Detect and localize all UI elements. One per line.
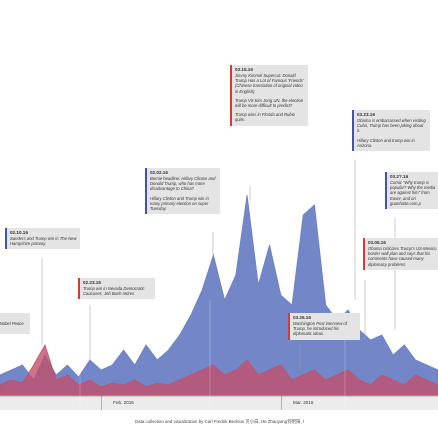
area	[0, 194, 438, 396]
annotation-text: Bernie headline: Hillary Clinton and Don…	[150, 176, 216, 192]
annotation-date: 03.23.16	[357, 112, 375, 117]
annotation-text: Trump win in Nevada Democratic Caucuses,…	[83, 286, 145, 297]
annotation: 03.23.16 Obama is embarrassed when visiti…	[352, 110, 430, 152]
annotation-text: Obama criticizes Trump's US-Mexico borde…	[368, 246, 437, 267]
annotation: 02.02.16 Bernie headline: Hillary Clinton…	[145, 168, 220, 215]
annotation-text: Trump wins in Florida and Rubio quits.	[235, 112, 295, 123]
annotation-text: Hillary Clinton and Trump win in many pr…	[150, 195, 209, 212]
x-tick-label: Mar. 2016	[293, 400, 314, 405]
annotation-text: Sanders and Trump win in The New Hampshi…	[10, 236, 77, 247]
annotation: 02.10.16 Sanders and Trump win in The New…	[5, 228, 80, 250]
annotation: nominatedTrump nominated for Nobel Peace…	[0, 313, 30, 335]
annotation-text: Comic "Why trump is popular? Why the med…	[390, 180, 436, 206]
x-tick-label: Feb. 2016	[113, 400, 134, 405]
annotation-date: nominated	[0, 315, 27, 320]
annotation-text: Jimmy Kimmel Supercut: Donald Trump Has …	[235, 73, 304, 94]
annotation-text: Hillary Clinton and trump win in Arizona…	[357, 137, 415, 148]
footer: Data collection and visualization by Car…	[135, 419, 304, 424]
annotation-date: 03.2?.16	[390, 174, 409, 179]
annotation-date: 02.02.16	[150, 170, 168, 175]
annotation-text: Trump VS Kim Jong UN, the election will …	[235, 97, 304, 109]
annotation-date: 03.26.16	[293, 315, 311, 320]
annotation: 03.15.16 Jimmy Kimmel Supercut: Donald Tr…	[230, 65, 308, 126]
annotation-date: 03.06.16	[368, 240, 386, 245]
annotation: 02.23.16 Trump win in Nevada Democratic C…	[78, 278, 155, 300]
annotation-text: Washington Post interview of Trump, he i…	[293, 321, 347, 337]
annotation: 03.06.16 Obama criticizes Trump's US-Mexi…	[363, 238, 438, 270]
annotation: 03.2?.16 Comic "Why trump is popular? Why…	[385, 172, 438, 210]
area	[0, 344, 438, 396]
annotation-text: Obama is embarrassed when visiting Cuba,…	[357, 118, 426, 134]
annotation-date: 02.23.16	[83, 280, 101, 285]
annotation-text: Trump nominated for Nobel Peace Prize fo…	[0, 321, 24, 326]
annotation: 03.26.16 Washington Post interview of Tru…	[288, 313, 360, 340]
annotation-date: 03.15.16	[235, 67, 253, 72]
annotation-date: 02.10.16	[10, 230, 28, 235]
axis-band	[0, 396, 438, 410]
